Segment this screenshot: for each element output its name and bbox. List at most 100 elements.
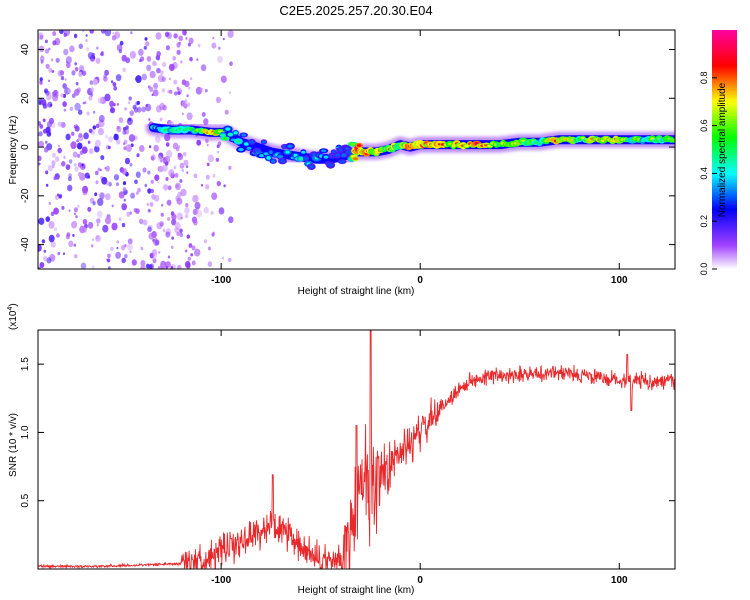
noise-speckle bbox=[155, 62, 158, 66]
noise-speckle bbox=[44, 88, 49, 94]
ridge-core bbox=[266, 156, 271, 160]
noise-speckle bbox=[175, 184, 179, 189]
noise-speckle bbox=[104, 93, 111, 102]
noise-speckle bbox=[78, 171, 82, 177]
noise-speckle bbox=[51, 160, 56, 166]
noise-speckle bbox=[163, 184, 169, 191]
ridge-core bbox=[269, 150, 273, 154]
noise-speckle bbox=[174, 91, 178, 96]
noise-speckle bbox=[122, 187, 127, 192]
noise-speckle bbox=[84, 101, 87, 105]
x-tick-label: -100 bbox=[211, 275, 231, 286]
ridge-core bbox=[339, 160, 345, 163]
y-tick-label: 0.5 bbox=[20, 493, 31, 507]
noise-speckle bbox=[83, 132, 89, 140]
ridge-core bbox=[261, 140, 267, 144]
noise-speckle bbox=[168, 169, 175, 177]
noise-speckle bbox=[60, 121, 66, 128]
noise-speckle bbox=[65, 60, 68, 64]
ridge-core bbox=[219, 133, 226, 137]
noise-speckle bbox=[216, 144, 220, 149]
noise-speckle bbox=[45, 183, 49, 187]
noise-speckle bbox=[129, 163, 133, 167]
noise-speckle bbox=[81, 70, 87, 76]
noise-speckle bbox=[205, 174, 210, 180]
noise-speckle bbox=[38, 266, 41, 269]
noise-speckle bbox=[189, 77, 193, 81]
noise-speckle bbox=[100, 52, 104, 56]
noise-speckle bbox=[162, 104, 167, 111]
noise-speckle bbox=[40, 54, 43, 58]
ridge-core bbox=[334, 153, 340, 157]
snr-series-line bbox=[38, 330, 675, 569]
noise-speckle bbox=[145, 104, 148, 107]
noise-speckle bbox=[222, 37, 225, 41]
noise-speckle bbox=[91, 265, 95, 269]
noise-speckle bbox=[217, 150, 220, 154]
noise-speckle bbox=[165, 45, 170, 51]
noise-speckle bbox=[161, 203, 164, 207]
ridge-core bbox=[236, 140, 241, 143]
noise-speckle bbox=[167, 255, 171, 259]
noise-speckle bbox=[108, 266, 111, 269]
noise-speckle bbox=[71, 131, 75, 136]
noise-speckle bbox=[82, 101, 85, 105]
noise-speckle bbox=[89, 80, 94, 85]
noise-speckle bbox=[62, 101, 67, 107]
noise-speckle bbox=[170, 211, 175, 216]
noise-speckle bbox=[42, 103, 47, 109]
noise-speckle bbox=[187, 256, 191, 261]
noise-speckle bbox=[46, 257, 52, 264]
noise-speckle bbox=[217, 46, 221, 50]
noise-speckle bbox=[211, 42, 217, 49]
noise-speckle bbox=[228, 91, 232, 95]
noise-speckle bbox=[127, 238, 133, 245]
noise-speckle bbox=[119, 40, 124, 46]
noise-speckle bbox=[174, 227, 180, 233]
noise-speckle bbox=[149, 70, 156, 79]
noise-speckle bbox=[182, 100, 187, 107]
noise-speckle bbox=[109, 100, 115, 107]
snr-panel: -100 0 100 0.5 1.0 1.5 Height of straight lin… bbox=[7, 303, 676, 596]
noise-speckle bbox=[154, 239, 160, 246]
noise-speckle bbox=[142, 167, 147, 173]
noise-speckle bbox=[44, 48, 50, 54]
noise-speckle bbox=[89, 30, 94, 34]
noise-speckle bbox=[176, 86, 180, 90]
noise-speckle bbox=[191, 216, 198, 224]
noise-speckle bbox=[111, 204, 114, 208]
noise-speckle bbox=[154, 237, 157, 241]
ridge-core bbox=[338, 148, 343, 152]
noise-speckle bbox=[217, 55, 223, 63]
noise-speckle bbox=[183, 159, 189, 166]
noise-speckle bbox=[201, 112, 206, 117]
noise-speckle bbox=[165, 161, 169, 166]
x-tick-label: -100 bbox=[211, 575, 231, 586]
noise-speckle bbox=[44, 39, 48, 44]
noise-speckle bbox=[63, 32, 67, 38]
noise-speckle bbox=[151, 93, 154, 97]
ridge-core bbox=[301, 150, 306, 154]
noise-speckle bbox=[161, 76, 166, 82]
noise-speckle bbox=[39, 34, 44, 40]
noise-speckle bbox=[125, 125, 129, 130]
noise-speckle bbox=[177, 91, 181, 95]
noise-speckle bbox=[67, 184, 73, 192]
y-tick-label: 40 bbox=[20, 44, 31, 56]
spectrogram-frame bbox=[37, 29, 676, 270]
colorbar-tick-label: 0.6 bbox=[699, 119, 709, 132]
noise-speckle bbox=[173, 165, 177, 170]
spectrogram-ylabel: Frequency (Hz) bbox=[8, 116, 19, 185]
noise-speckle bbox=[92, 53, 95, 57]
ridge-core bbox=[222, 137, 228, 141]
noise-speckle bbox=[59, 30, 64, 35]
noise-speckle bbox=[121, 203, 127, 211]
noise-speckle bbox=[165, 231, 171, 238]
snr-ylabel: SNR (10 * v/v) bbox=[8, 413, 19, 477]
noise-speckle bbox=[57, 144, 60, 148]
noise-speckle bbox=[48, 221, 55, 229]
noise-speckle bbox=[103, 76, 108, 82]
noise-speckle bbox=[74, 125, 80, 132]
noise-speckle bbox=[122, 67, 126, 73]
